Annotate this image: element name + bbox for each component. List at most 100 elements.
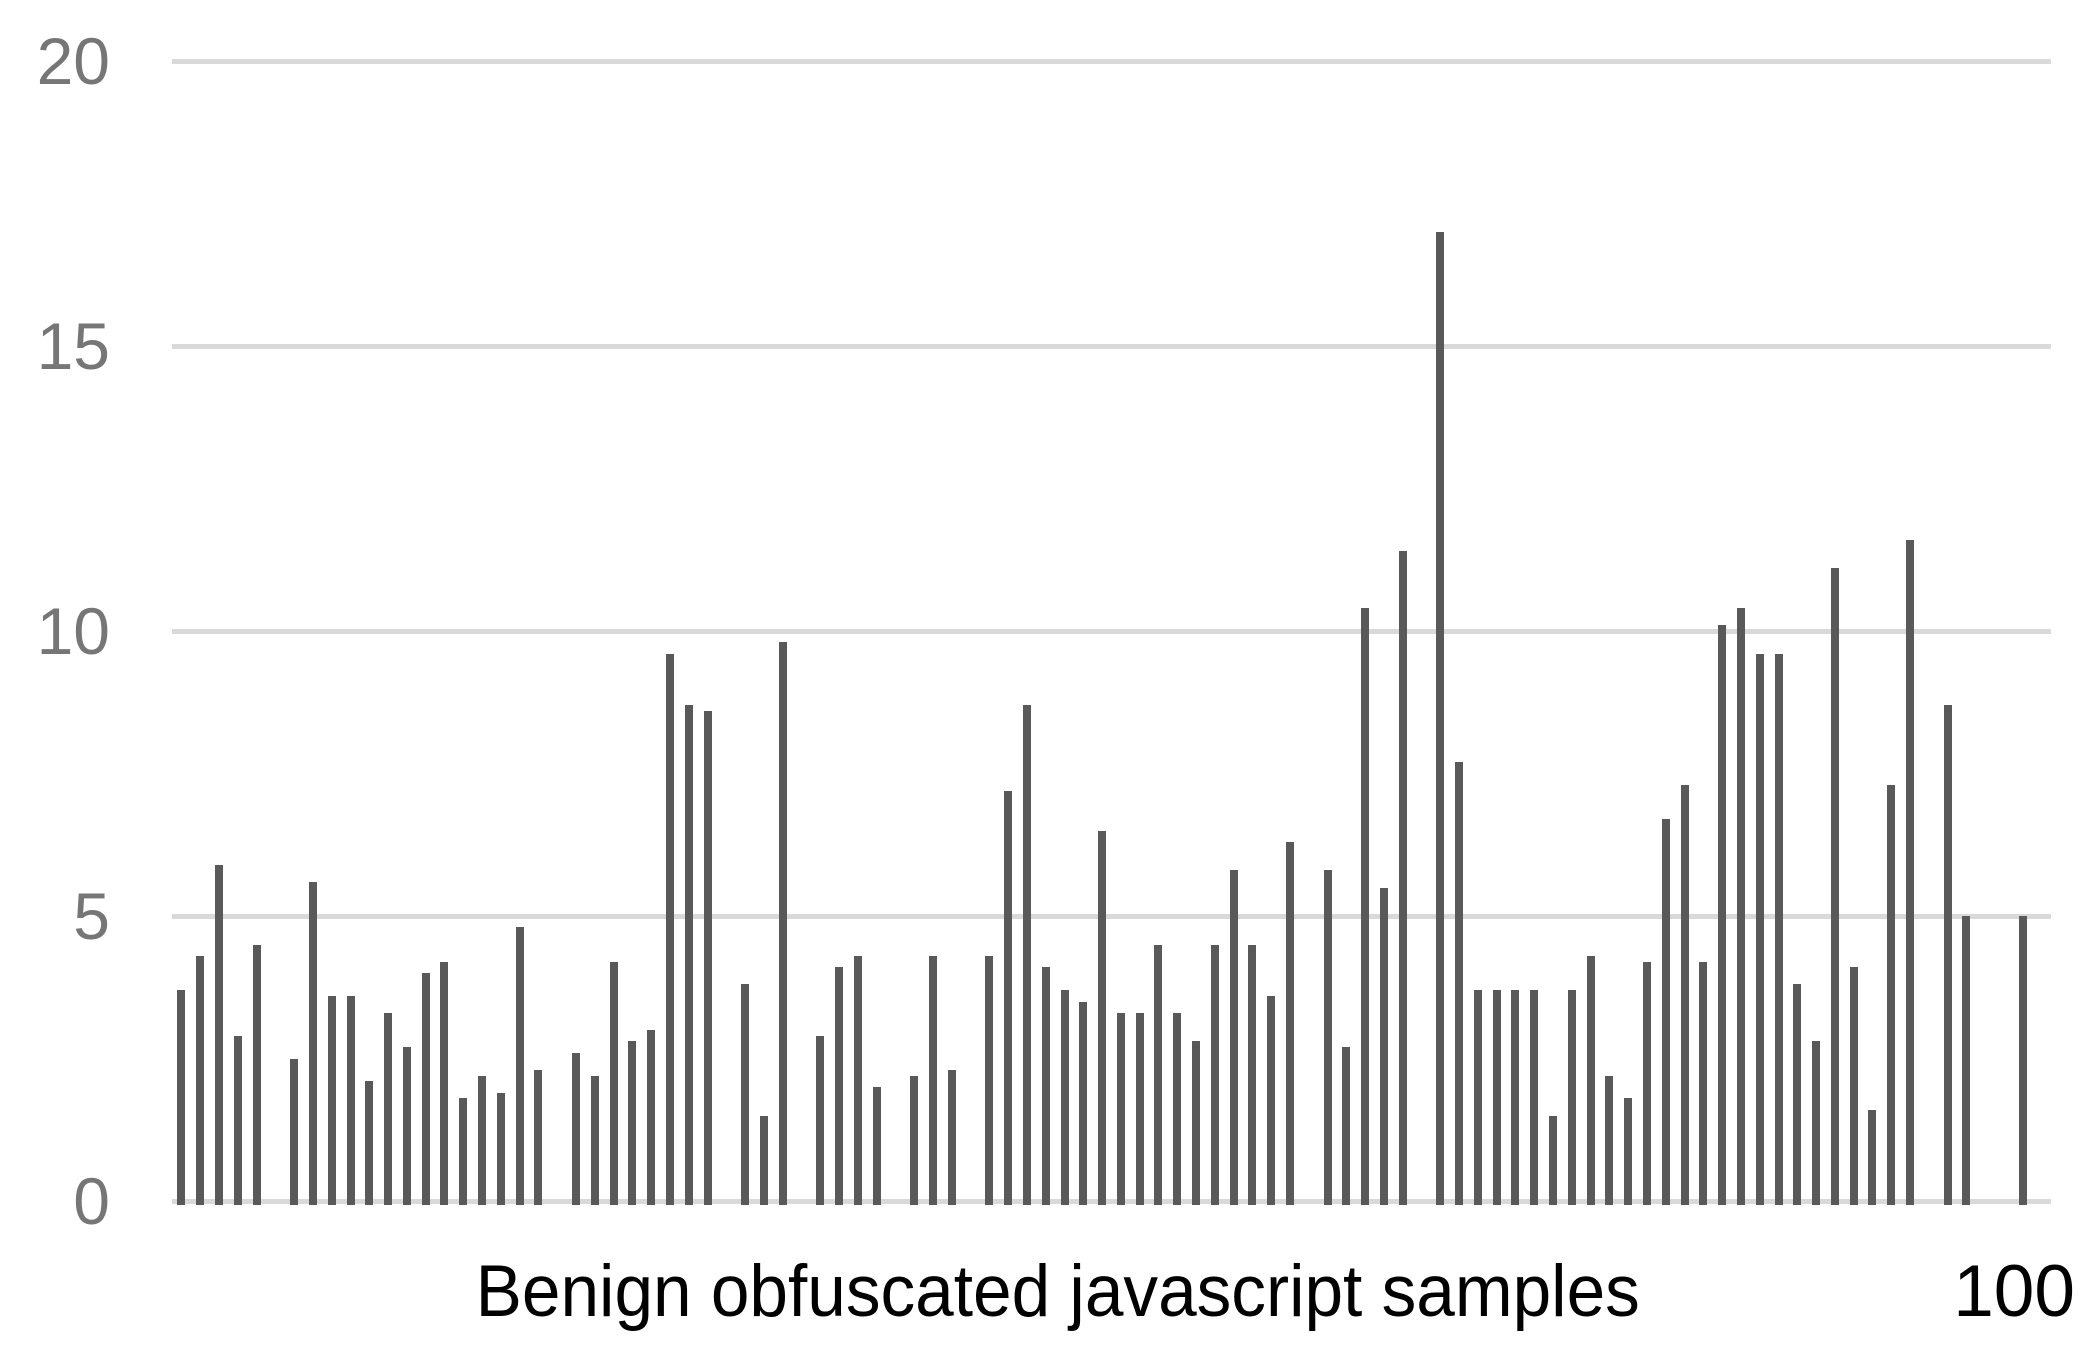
bar-sample-33 xyxy=(778,642,787,1205)
bar-sample-63 xyxy=(1342,1047,1351,1205)
bar-sample-64 xyxy=(1361,608,1370,1205)
bar-sample-28 xyxy=(684,705,693,1205)
bar-sample-84 xyxy=(1736,608,1745,1205)
y-tick-label-15: 15 xyxy=(36,309,110,383)
y-tick-label-20: 20 xyxy=(36,24,110,98)
gridline-y15 xyxy=(172,344,2051,349)
bar-sample-95 xyxy=(1943,705,1952,1205)
bar-sample-82 xyxy=(1699,961,1708,1205)
bar-sample-54 xyxy=(1173,1012,1182,1205)
bar-sample-16 xyxy=(459,1098,468,1205)
bar-sample-55 xyxy=(1192,1041,1201,1205)
bar-sample-9 xyxy=(327,995,336,1205)
bar-sample-7 xyxy=(290,1058,299,1205)
gridline-y0 xyxy=(172,1199,2051,1204)
bar-sample-93 xyxy=(1906,539,1915,1205)
bar-sample-11 xyxy=(365,1081,374,1205)
bar-sample-71 xyxy=(1492,990,1501,1205)
bar-sample-66 xyxy=(1398,551,1407,1205)
bar-sample-45 xyxy=(1004,790,1013,1205)
bar-sample-79 xyxy=(1643,961,1651,1205)
bar-sample-53 xyxy=(1154,944,1163,1205)
bar-sample-57 xyxy=(1229,870,1238,1205)
bar-sample-88 xyxy=(1812,1041,1821,1205)
bar-sample-83 xyxy=(1718,625,1727,1205)
bar-sample-78 xyxy=(1624,1098,1633,1205)
bar-sample-19 xyxy=(515,927,524,1205)
y-tick-label-10: 10 xyxy=(36,594,110,668)
bar-sample-40 xyxy=(910,1075,919,1205)
bar-sample-32 xyxy=(759,1115,768,1205)
bar-sample-37 xyxy=(853,955,862,1205)
bar-sample-77 xyxy=(1605,1075,1614,1205)
bar-sample-62 xyxy=(1323,870,1332,1205)
bar-sample-56 xyxy=(1210,944,1219,1205)
bar-sample-90 xyxy=(1849,967,1858,1205)
bar-sample-38 xyxy=(872,1087,881,1205)
gridline-y10 xyxy=(172,629,2051,634)
bar-sample-4 xyxy=(233,1035,242,1205)
bar-sample-80 xyxy=(1661,819,1670,1205)
bar-sample-31 xyxy=(741,984,750,1205)
bar-sample-10 xyxy=(346,995,355,1205)
bar-sample-25 xyxy=(628,1041,637,1205)
bar-sample-41 xyxy=(928,955,937,1205)
bar-sample-58 xyxy=(1248,944,1257,1205)
bar-sample-46 xyxy=(1022,705,1031,1205)
bar-sample-89 xyxy=(1830,568,1839,1205)
bar-sample-70 xyxy=(1473,990,1482,1205)
bar-sample-68 xyxy=(1436,232,1445,1205)
bar-sample-5 xyxy=(252,944,261,1205)
bar-sample-92 xyxy=(1887,784,1896,1205)
bar-sample-96 xyxy=(1962,916,1971,1205)
bar-sample-12 xyxy=(384,1012,393,1205)
bar-sample-73 xyxy=(1530,990,1539,1205)
bar-sample-69 xyxy=(1455,762,1464,1205)
bar-sample-26 xyxy=(647,1030,656,1205)
bar-sample-49 xyxy=(1079,1001,1088,1205)
bar-sample-3 xyxy=(214,864,223,1205)
bar-sample-65 xyxy=(1379,887,1388,1205)
bar-sample-36 xyxy=(835,967,844,1205)
bar-sample-81 xyxy=(1680,784,1689,1205)
bar-sample-27 xyxy=(665,653,674,1205)
bar-sample-51 xyxy=(1116,1012,1125,1205)
bar-sample-23 xyxy=(590,1075,599,1205)
bar-sample-99 xyxy=(2018,916,2027,1205)
bar-sample-75 xyxy=(1567,990,1576,1205)
x-axis-end-tick-label: 100 xyxy=(1953,1251,2075,1332)
bar-sample-42 xyxy=(947,1069,956,1205)
bar-sample-22 xyxy=(571,1052,580,1205)
bar-sample-1 xyxy=(177,990,186,1205)
gridline-y20 xyxy=(172,59,2051,64)
bar-sample-76 xyxy=(1586,955,1595,1205)
bar-sample-18 xyxy=(496,1092,505,1205)
bar-sample-14 xyxy=(421,973,430,1205)
bar-sample-60 xyxy=(1286,841,1294,1205)
bar-sample-48 xyxy=(1060,990,1069,1205)
bar-sample-87 xyxy=(1793,984,1802,1205)
x-axis-title: Benign obfuscated javascript samples xyxy=(475,1251,1640,1332)
bar-sample-13 xyxy=(402,1047,411,1205)
bar-sample-29 xyxy=(703,710,712,1205)
bar-sample-8 xyxy=(308,881,317,1205)
bar-sample-59 xyxy=(1267,995,1276,1205)
bar-sample-35 xyxy=(816,1035,825,1205)
y-tick-label-0: 0 xyxy=(73,1164,110,1238)
bar-sample-85 xyxy=(1755,653,1764,1205)
bar-sample-47 xyxy=(1041,967,1050,1205)
bar-sample-17 xyxy=(478,1075,487,1205)
gridline-y5 xyxy=(172,914,2051,919)
bar-sample-52 xyxy=(1135,1012,1144,1205)
bar-sample-72 xyxy=(1511,990,1520,1205)
bar-sample-50 xyxy=(1098,830,1107,1205)
bar-sample-2 xyxy=(196,955,205,1205)
y-tick-label-5: 5 xyxy=(73,879,110,953)
bar-sample-91 xyxy=(1868,1109,1877,1205)
bar-sample-24 xyxy=(609,961,618,1205)
bar-sample-44 xyxy=(985,955,994,1205)
bar-sample-20 xyxy=(534,1069,543,1205)
bar-sample-15 xyxy=(440,961,449,1205)
bar-sample-86 xyxy=(1774,653,1783,1205)
